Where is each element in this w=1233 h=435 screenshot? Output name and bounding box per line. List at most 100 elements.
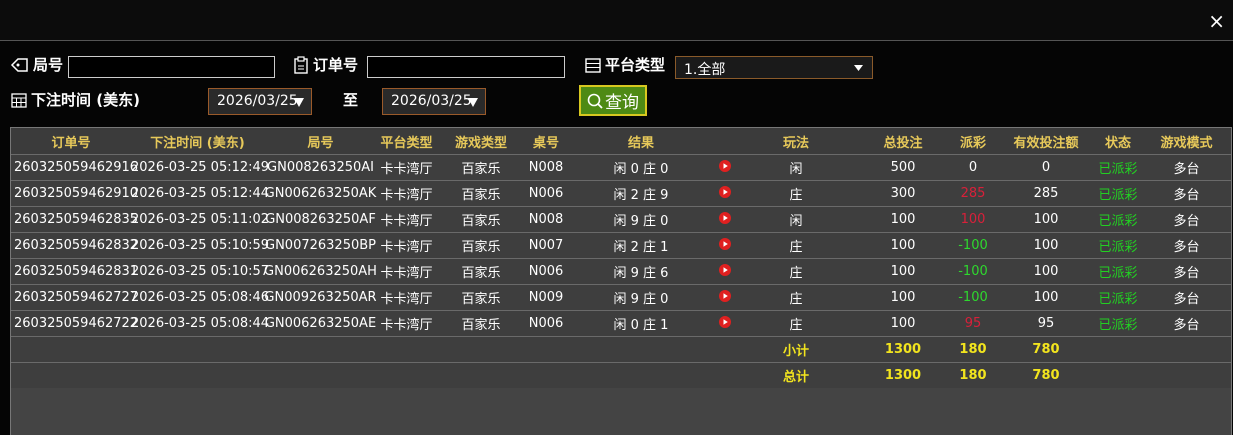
- cell: N006: [526, 180, 566, 207]
- spacer-cell: [11, 336, 734, 363]
- replay-cell: [716, 284, 734, 311]
- cell: 已派彩: [1094, 284, 1142, 311]
- cell: 100: [998, 258, 1094, 285]
- cell: 卡卡湾厅: [377, 154, 436, 181]
- header-cell: 平台类型: [377, 128, 436, 155]
- cell: 2026-03-25 05:11:02: [131, 206, 269, 233]
- cell: 95: [948, 310, 998, 337]
- cell: -100: [948, 258, 998, 285]
- cell: GN009263250AR: [264, 284, 377, 311]
- cell: 多台: [1142, 232, 1231, 259]
- cell: 260325059462835: [11, 206, 138, 233]
- top-bar: ×: [0, 0, 1233, 41]
- header-row: 订单号 下注时间 (美东) 局号 平台类型 游戏类型 桌号 结果 玩法 总投注 派彩 有效投注额 状态…: [11, 128, 1231, 155]
- table-container: 订单号 下注时间 (美东) 局号 平台类型 游戏类型 桌号 结果 玩法 总投注 派彩 有效投注额 状态…: [10, 127, 1232, 435]
- replay-icon[interactable]: [719, 289, 731, 306]
- header-cell: 订单号: [11, 128, 131, 155]
- time-label: 下注时间 (美东): [10, 89, 140, 110]
- cell: 闲 2 庄 1: [566, 232, 716, 259]
- replay-cell: [716, 154, 734, 181]
- cell: 庄: [734, 310, 858, 337]
- cell: 闲 9 庄 0: [566, 206, 716, 233]
- cell: 260325059462831: [11, 258, 138, 285]
- replay-icon[interactable]: [719, 315, 731, 332]
- cell: 卡卡湾厅: [377, 310, 436, 337]
- play-icon: [719, 159, 731, 172]
- table-row: 260325059462831 2026-03-25 05:10:57 GN0062…: [11, 258, 1231, 285]
- cell: 2026-03-25 05:08:46: [131, 284, 269, 311]
- cell: 卡卡湾厅: [377, 180, 436, 207]
- cell: 已派彩: [1094, 206, 1142, 233]
- cell: 卡卡湾厅: [377, 258, 436, 285]
- cell: 多台: [1142, 310, 1231, 337]
- header-cell: 玩法: [734, 128, 858, 155]
- cell: 2026-03-25 05:10:57: [131, 258, 269, 285]
- replay-icon[interactable]: [719, 185, 731, 202]
- tag-icon: [10, 57, 28, 72]
- label-text: 局号: [33, 56, 64, 74]
- play-icon: [719, 211, 731, 224]
- cell: GN006263250AK: [264, 180, 377, 207]
- date-from[interactable]: 2026/03/25: [208, 88, 312, 115]
- summary-total-bet: 1300: [858, 336, 948, 363]
- cell: -100: [948, 232, 998, 259]
- header-cell: 局号: [264, 128, 377, 155]
- play-icon: [719, 263, 731, 276]
- table-body: 260325059462916 2026-03-25 05:12:49 GN0082…: [11, 154, 1231, 388]
- cell: 庄: [734, 284, 858, 311]
- cell: 已派彩: [1094, 154, 1142, 181]
- cell: 100: [858, 232, 948, 259]
- cell: 100: [998, 232, 1094, 259]
- cell: 已派彩: [1094, 180, 1142, 207]
- cell: N006: [526, 310, 566, 337]
- cell: 2026-03-25 05:12:44: [131, 180, 269, 207]
- calendar-icon: [11, 92, 27, 108]
- header-cell: 状态: [1094, 128, 1142, 155]
- cell: 闲 9 庄 0: [566, 284, 716, 311]
- platform-select[interactable]: 1.全部: [675, 56, 873, 79]
- cell: 285: [948, 180, 998, 207]
- cell: 百家乐: [436, 258, 526, 285]
- replay-icon[interactable]: [719, 263, 731, 280]
- close-button[interactable]: ×: [1208, 9, 1225, 33]
- replay-icon[interactable]: [719, 211, 731, 228]
- clipboard-icon: [294, 55, 308, 74]
- cell: 卡卡湾厅: [377, 232, 436, 259]
- replay-icon[interactable]: [719, 237, 731, 254]
- cell: 百家乐: [436, 310, 526, 337]
- table-row: 260325059462832 2026-03-25 05:10:59 GN0072…: [11, 232, 1231, 259]
- header-cell: 结果: [566, 128, 716, 155]
- cell: N008: [526, 154, 566, 181]
- replay-icon[interactable]: [719, 159, 731, 176]
- order-input[interactable]: [367, 56, 565, 78]
- cell: N006: [526, 258, 566, 285]
- cell: 260325059462722: [11, 310, 138, 337]
- cell: 500: [858, 154, 948, 181]
- summary-row: 小计 1300 180 780: [11, 336, 1231, 363]
- date-to[interactable]: 2026/03/25: [382, 88, 486, 115]
- bet-table: 订单号 下注时间 (美东) 局号 平台类型 游戏类型 桌号 结果 玩法 总投注 派彩 有效投注额 状态…: [11, 128, 1231, 388]
- table-row: 260325059462916 2026-03-25 05:12:49 GN0082…: [11, 154, 1231, 181]
- cell: 多台: [1142, 154, 1231, 181]
- cell: GN007263250BP: [264, 232, 377, 259]
- spacer-cell: [11, 362, 734, 388]
- label-text: 至: [343, 91, 359, 109]
- cell: GN006263250AH: [264, 258, 377, 285]
- summary-row: 总计 1300 180 780: [11, 362, 1231, 388]
- platform-label: 平台类型: [584, 54, 665, 75]
- play-icon: [719, 237, 731, 250]
- cell: 0: [948, 154, 998, 181]
- cell: 多台: [1142, 206, 1231, 233]
- cell: 百家乐: [436, 284, 526, 311]
- header-cell: 派彩: [948, 128, 998, 155]
- query-button[interactable]: 查询: [579, 85, 647, 116]
- cell: 100: [858, 284, 948, 311]
- replay-cell: [716, 258, 734, 285]
- table-row: 260325059462835 2026-03-25 05:11:02 GN0082…: [11, 206, 1231, 233]
- label-text: 下注时间 (美东): [31, 91, 140, 109]
- cell: 95: [998, 310, 1094, 337]
- cell: 庄: [734, 180, 858, 207]
- replay-cell: [716, 180, 734, 207]
- round-input[interactable]: [68, 56, 275, 78]
- cell: 多台: [1142, 284, 1231, 311]
